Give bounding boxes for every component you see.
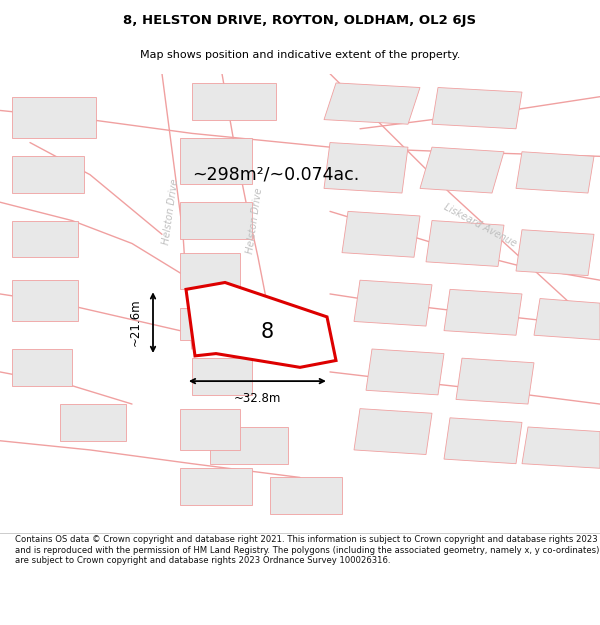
Text: Helston Drive: Helston Drive: [161, 178, 181, 245]
Polygon shape: [426, 221, 504, 266]
Polygon shape: [12, 280, 78, 321]
Polygon shape: [522, 427, 600, 468]
Polygon shape: [60, 404, 126, 441]
Polygon shape: [342, 211, 420, 258]
Polygon shape: [180, 202, 252, 239]
Polygon shape: [456, 358, 534, 404]
Polygon shape: [180, 468, 252, 505]
Polygon shape: [180, 409, 240, 450]
Text: Liskeard Avenue: Liskeard Avenue: [442, 202, 518, 249]
Polygon shape: [324, 83, 420, 124]
Polygon shape: [180, 253, 240, 289]
Polygon shape: [444, 418, 522, 464]
Polygon shape: [192, 83, 276, 119]
Text: ~32.8m: ~32.8m: [234, 392, 281, 405]
Text: Helston Drive: Helston Drive: [245, 187, 265, 254]
Polygon shape: [324, 142, 408, 193]
Polygon shape: [354, 409, 432, 454]
Polygon shape: [12, 97, 96, 138]
Polygon shape: [192, 358, 252, 395]
Text: 8: 8: [260, 322, 274, 342]
Polygon shape: [12, 349, 72, 386]
Polygon shape: [444, 289, 522, 335]
Polygon shape: [432, 88, 522, 129]
Polygon shape: [420, 147, 504, 193]
Text: ~21.6m: ~21.6m: [129, 299, 142, 346]
Polygon shape: [12, 156, 84, 193]
Polygon shape: [12, 221, 78, 258]
Polygon shape: [534, 299, 600, 340]
Polygon shape: [180, 308, 228, 340]
Text: 8, HELSTON DRIVE, ROYTON, OLDHAM, OL2 6JS: 8, HELSTON DRIVE, ROYTON, OLDHAM, OL2 6J…: [124, 14, 476, 27]
Polygon shape: [186, 282, 336, 368]
Polygon shape: [516, 152, 594, 193]
Polygon shape: [366, 349, 444, 395]
Polygon shape: [354, 280, 432, 326]
Polygon shape: [210, 427, 288, 464]
Text: ~298m²/~0.074ac.: ~298m²/~0.074ac.: [192, 166, 359, 184]
Text: Map shows position and indicative extent of the property.: Map shows position and indicative extent…: [140, 50, 460, 60]
Polygon shape: [270, 478, 342, 514]
Polygon shape: [516, 230, 594, 276]
Polygon shape: [180, 138, 252, 184]
Text: Contains OS data © Crown copyright and database right 2021. This information is : Contains OS data © Crown copyright and d…: [15, 535, 599, 565]
